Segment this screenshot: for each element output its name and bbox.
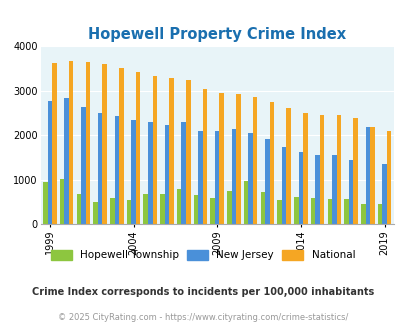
Bar	[277, 200, 281, 224]
Bar	[60, 179, 64, 224]
Legend: Hopewell Township, New Jersey, National: Hopewell Township, New Jersey, National	[51, 249, 354, 260]
Bar	[252, 97, 257, 224]
Bar	[76, 194, 81, 224]
Bar	[131, 120, 135, 224]
Bar	[227, 190, 231, 224]
Title: Hopewell Property Crime Index: Hopewell Property Crime Index	[88, 27, 345, 42]
Bar	[135, 72, 140, 224]
Bar	[260, 192, 264, 224]
Bar	[315, 155, 319, 224]
Bar	[68, 61, 73, 224]
Text: © 2025 CityRating.com - https://www.cityrating.com/crime-statistics/: © 2025 CityRating.com - https://www.city…	[58, 313, 347, 322]
Bar	[352, 118, 357, 224]
Bar	[377, 204, 382, 224]
Bar	[126, 200, 131, 224]
Bar	[219, 92, 224, 224]
Bar	[382, 164, 386, 224]
Bar	[348, 160, 352, 224]
Bar	[110, 198, 114, 224]
Bar	[365, 127, 369, 224]
Bar	[286, 108, 290, 224]
Bar	[43, 182, 47, 224]
Bar	[177, 189, 181, 224]
Bar	[336, 115, 340, 224]
Bar	[243, 181, 248, 224]
Bar	[64, 98, 68, 224]
Bar	[210, 198, 214, 224]
Bar	[143, 194, 148, 224]
Bar	[202, 88, 207, 224]
Bar	[327, 199, 331, 224]
Bar	[181, 122, 185, 224]
Bar	[236, 94, 240, 224]
Bar	[160, 194, 164, 224]
Bar	[47, 101, 52, 224]
Bar	[360, 204, 365, 224]
Bar	[248, 133, 252, 224]
Bar	[231, 129, 236, 224]
Bar	[269, 102, 273, 224]
Bar	[264, 139, 269, 224]
Bar	[369, 127, 374, 224]
Bar	[98, 113, 102, 224]
Bar	[310, 198, 315, 224]
Bar	[214, 131, 219, 224]
Bar	[193, 195, 198, 224]
Bar	[81, 107, 85, 224]
Bar	[148, 122, 152, 224]
Bar	[85, 62, 90, 224]
Bar	[198, 131, 202, 224]
Bar	[298, 152, 303, 224]
Bar	[152, 76, 157, 224]
Bar	[185, 80, 190, 224]
Bar	[343, 199, 348, 224]
Bar	[52, 63, 56, 224]
Bar	[331, 155, 336, 224]
Bar	[164, 125, 169, 224]
Bar	[319, 115, 324, 224]
Bar	[281, 147, 286, 224]
Bar	[114, 116, 119, 224]
Bar	[386, 131, 390, 224]
Bar	[303, 113, 307, 224]
Bar	[102, 64, 107, 224]
Bar	[169, 78, 173, 224]
Bar	[119, 68, 123, 224]
Bar	[93, 202, 98, 224]
Text: Crime Index corresponds to incidents per 100,000 inhabitants: Crime Index corresponds to incidents per…	[32, 287, 373, 297]
Bar	[293, 197, 298, 224]
